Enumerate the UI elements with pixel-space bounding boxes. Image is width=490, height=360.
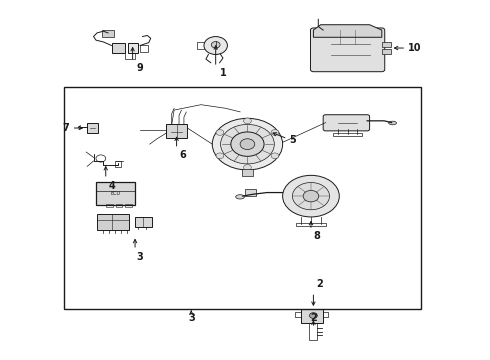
Circle shape xyxy=(212,118,283,170)
Bar xyxy=(128,42,138,53)
Bar xyxy=(135,217,152,226)
Bar xyxy=(116,204,122,207)
Circle shape xyxy=(271,153,279,159)
Bar xyxy=(106,204,113,207)
Bar xyxy=(382,41,391,47)
Bar xyxy=(87,123,98,133)
Bar xyxy=(333,134,362,136)
Bar xyxy=(245,189,256,196)
Text: ECU: ECU xyxy=(111,191,121,196)
Circle shape xyxy=(216,153,224,159)
FancyBboxPatch shape xyxy=(311,28,385,72)
Circle shape xyxy=(244,118,251,124)
Text: 6: 6 xyxy=(179,150,186,160)
Bar xyxy=(96,182,135,205)
Bar xyxy=(112,42,125,53)
Ellipse shape xyxy=(204,37,227,54)
Polygon shape xyxy=(314,25,382,37)
Text: 2: 2 xyxy=(310,313,317,323)
Text: 7: 7 xyxy=(63,123,70,133)
Circle shape xyxy=(244,165,251,170)
Circle shape xyxy=(216,130,224,135)
Bar xyxy=(98,214,129,230)
Circle shape xyxy=(231,132,264,156)
Text: 3: 3 xyxy=(137,252,143,262)
Bar xyxy=(301,309,323,323)
Ellipse shape xyxy=(236,195,245,199)
Circle shape xyxy=(240,139,255,149)
Circle shape xyxy=(271,130,279,135)
Bar xyxy=(296,223,326,226)
Text: 1: 1 xyxy=(220,68,226,78)
Bar xyxy=(140,45,148,52)
Bar xyxy=(102,30,114,37)
Circle shape xyxy=(310,313,318,319)
Bar xyxy=(125,204,132,207)
Bar xyxy=(115,161,122,167)
Bar xyxy=(242,169,253,176)
Bar xyxy=(382,49,391,54)
Circle shape xyxy=(220,125,274,164)
Ellipse shape xyxy=(389,121,396,125)
Circle shape xyxy=(293,183,330,210)
Text: 8: 8 xyxy=(314,231,320,241)
FancyBboxPatch shape xyxy=(323,115,369,131)
Circle shape xyxy=(283,175,339,217)
Text: 3: 3 xyxy=(188,313,195,323)
Ellipse shape xyxy=(211,41,220,48)
Text: 2: 2 xyxy=(316,279,322,289)
Circle shape xyxy=(303,190,319,202)
Bar xyxy=(64,87,421,309)
Text: 4: 4 xyxy=(108,181,115,191)
Text: 10: 10 xyxy=(408,43,421,53)
Text: 9: 9 xyxy=(136,63,143,73)
Text: 5: 5 xyxy=(290,135,296,145)
Bar xyxy=(166,125,187,138)
